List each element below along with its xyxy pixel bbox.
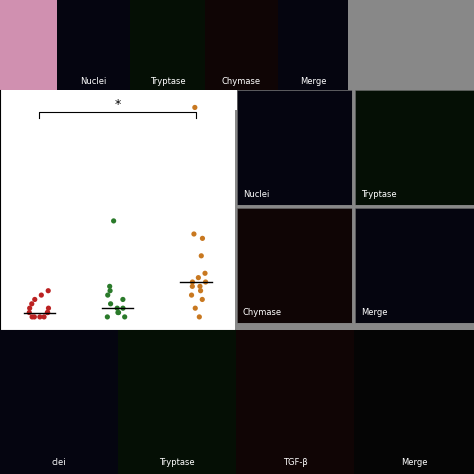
Point xyxy=(121,313,128,321)
Point xyxy=(188,292,195,299)
Text: Tryptase: Tryptase xyxy=(361,190,397,199)
Point xyxy=(37,292,45,299)
Point xyxy=(189,283,196,290)
Point xyxy=(113,304,121,312)
Point xyxy=(106,283,113,290)
Point xyxy=(45,304,52,312)
Point xyxy=(107,300,114,308)
Point xyxy=(119,304,127,312)
Point xyxy=(45,287,52,294)
Point xyxy=(195,274,202,282)
Text: clei: clei xyxy=(52,458,66,467)
Point xyxy=(198,252,205,260)
Point xyxy=(114,309,122,316)
Point xyxy=(199,296,206,303)
Point xyxy=(110,217,118,225)
Point xyxy=(36,313,44,321)
Point xyxy=(31,296,38,303)
Point xyxy=(202,278,210,286)
Text: Merge: Merge xyxy=(361,308,387,317)
Point xyxy=(119,296,127,303)
Point xyxy=(197,287,204,294)
Point xyxy=(44,309,51,316)
Point xyxy=(44,309,52,316)
Text: Nuclei: Nuclei xyxy=(80,76,107,85)
Point xyxy=(26,304,34,312)
Text: Tryptase: Tryptase xyxy=(159,458,195,467)
Point xyxy=(191,304,199,312)
Point xyxy=(28,300,36,308)
Text: *: * xyxy=(114,98,120,111)
Text: C: C xyxy=(239,93,248,107)
Text: Tryptase: Tryptase xyxy=(150,76,185,85)
Point xyxy=(106,287,114,294)
Text: TGF-β: TGF-β xyxy=(283,458,307,467)
Point xyxy=(28,313,36,321)
Point xyxy=(26,309,33,316)
Point xyxy=(201,270,209,277)
Point xyxy=(104,292,111,299)
Point xyxy=(196,313,203,321)
Point xyxy=(199,235,206,242)
Point xyxy=(40,313,48,321)
Point xyxy=(189,278,196,286)
Point xyxy=(115,309,122,316)
Point xyxy=(104,313,111,321)
Text: Nuclei: Nuclei xyxy=(243,190,269,199)
Text: Merge: Merge xyxy=(401,458,427,467)
Point xyxy=(190,230,198,238)
Point xyxy=(191,104,199,111)
Text: Merge: Merge xyxy=(300,76,326,85)
Point xyxy=(30,313,38,321)
Point xyxy=(196,283,204,290)
Text: Chymase: Chymase xyxy=(243,308,282,317)
Text: Chymase: Chymase xyxy=(222,76,261,85)
